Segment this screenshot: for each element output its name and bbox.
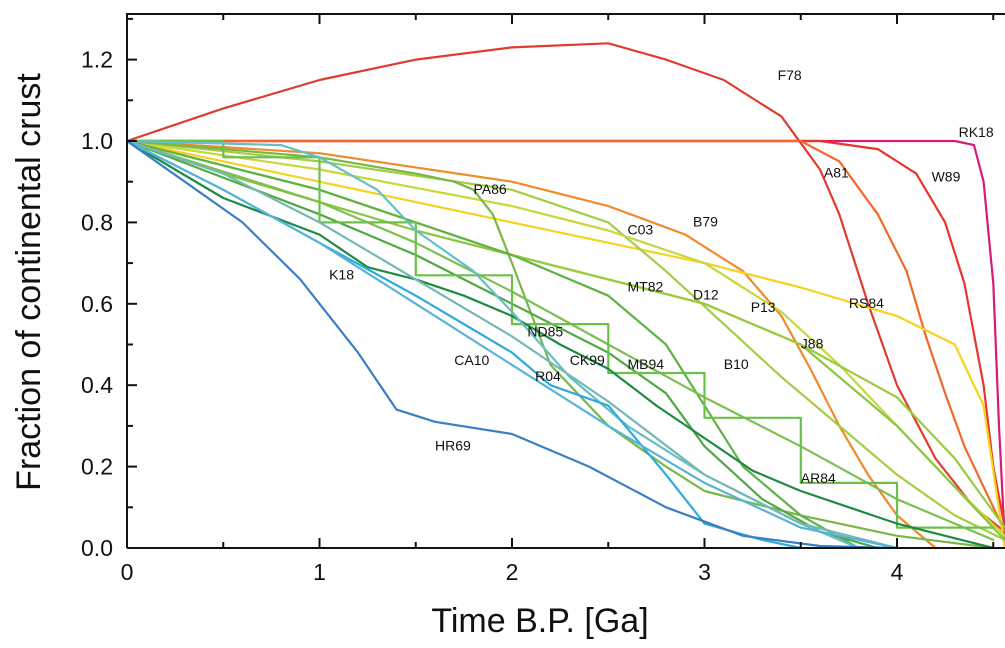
curve-label-k18: K18 (329, 266, 354, 282)
curve-label-rs84: RS84 (849, 295, 884, 311)
curve-label-mt82: MT82 (628, 279, 664, 295)
series-line-rk18 (127, 139, 1005, 541)
series-line-ck99 (127, 139, 899, 548)
curve-label-f78: F78 (778, 67, 802, 83)
series-line-f78 (127, 42, 1005, 533)
axes-layer (126, 13, 1005, 549)
series-line-w89 (127, 139, 1005, 529)
y-tick-label: 0.0 (81, 535, 113, 561)
curve-label-ck99: CK99 (570, 352, 605, 368)
y-tick-label: 1.0 (81, 128, 113, 154)
curve-label-ca10: CA10 (454, 352, 489, 368)
series-line-j88 (127, 139, 1005, 529)
x-tick-label: 1 (313, 559, 326, 585)
series-line-b79 (127, 139, 937, 548)
series-line-mb94 (127, 139, 879, 548)
x-tick-label: 2 (506, 559, 519, 585)
series-line-r04 (127, 139, 899, 548)
y-tick-label: 0.8 (81, 209, 113, 235)
curve-label-ar84: AR84 (801, 470, 836, 486)
series-line-a81 (127, 139, 1005, 533)
plot-frame (126, 13, 1005, 548)
series-line-hr69 (127, 139, 899, 548)
curve-label-p13: P13 (751, 299, 776, 315)
series-line-ar84 (127, 139, 995, 529)
curve-label-w89: W89 (932, 169, 961, 185)
curve-label-a81: A81 (824, 165, 849, 181)
curve-label-mb94: MB94 (628, 356, 665, 372)
curve-label-rk18: RK18 (959, 124, 994, 140)
x-tick-label: 0 (121, 559, 134, 585)
curve-label-b79: B79 (693, 214, 718, 230)
curve-label-b10: B10 (724, 356, 749, 372)
series-line-b10 (127, 139, 995, 541)
x-axis-title: Time B.P. [Ga] (431, 602, 648, 640)
ticks-layer: 0 1 2 3 4 0.0 0.2 0.4 0.6 0.8 1.0 1.2 (81, 14, 995, 585)
series-line-mt82 (127, 139, 860, 548)
curve-labels-layer: F78 RK18 W89 A81 PA86 B79 C03 K18 MT82 D12 P13 RS84… (329, 67, 994, 486)
curve-label-r04: R04 (535, 368, 561, 384)
x-tick-label: 4 (891, 559, 904, 585)
series-line-p13 (127, 139, 1005, 537)
y-tick-label: 0.4 (81, 372, 113, 398)
curve-label-hr69: HR69 (435, 437, 471, 453)
curve-label-nd85: ND85 (527, 323, 563, 339)
curve-label-pa86: PA86 (474, 181, 507, 197)
y-tick-label: 1.2 (81, 47, 113, 73)
curve-label-j88: J88 (801, 336, 824, 352)
curves-layer (127, 42, 1005, 548)
series-line-k18 (127, 139, 995, 548)
x-tick-label: 3 (698, 559, 711, 585)
curve-label-c03: C03 (628, 222, 654, 238)
y-tick-label: 0.2 (81, 454, 113, 480)
curve-label-d12: D12 (693, 287, 719, 303)
y-tick-label: 0.6 (81, 291, 113, 317)
y-axis-title: Fraction of continental crust (10, 73, 48, 491)
